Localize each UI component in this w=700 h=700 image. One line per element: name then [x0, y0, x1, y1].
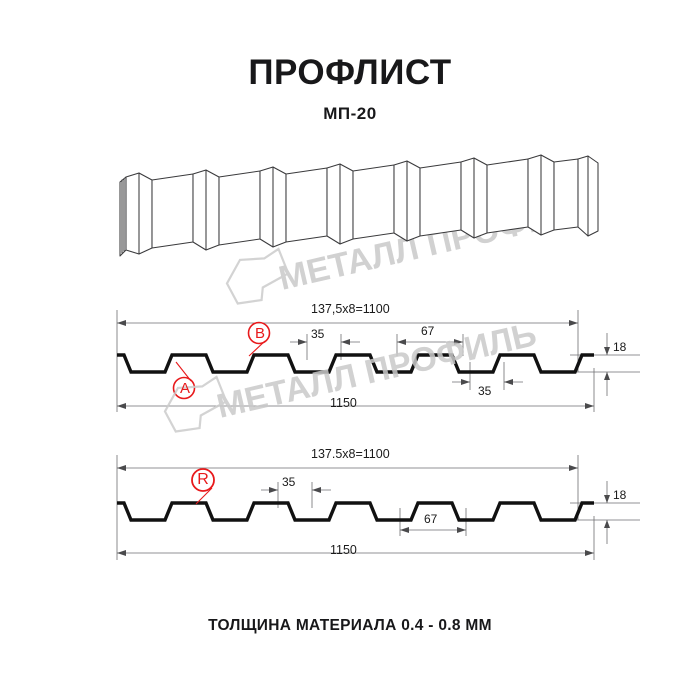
front-bottom-dimension-label: 1150: [330, 396, 357, 410]
model-subtitle: МП-20: [323, 103, 377, 123]
back-top-dimension-label: 137.5x8=1100: [311, 447, 390, 461]
callout-circle-r: [191, 468, 215, 492]
back-height-label: 18: [613, 488, 627, 502]
back-section-view: [116, 455, 640, 560]
front-valley-width-label: 67: [421, 324, 435, 338]
watermark-logo-bottom: МЕТАЛЛ ПРОФИЛЬ: [163, 315, 540, 433]
front-top-dimension-label: 137,5x8=1100: [311, 302, 390, 316]
title-block: ПРОФЛИСТ МП-20: [0, 53, 700, 124]
back-valley-width-label: 67: [424, 512, 438, 526]
callout-label-r: R: [197, 471, 209, 488]
back-crest-width-label: 35: [282, 475, 296, 489]
isometric-corrugated-sheet: [119, 154, 599, 257]
back-callout-group: [191, 468, 215, 505]
front-section-view: [116, 310, 640, 412]
page-title: ПРОФЛИСТ: [248, 53, 452, 92]
callout-circle-a: [172, 376, 196, 400]
front-crest-width-label-bottom: 35: [478, 384, 492, 398]
back-profile-polyline: [117, 501, 594, 522]
front-height-label: 18: [613, 340, 627, 354]
isometric-rib-group: [125, 154, 599, 255]
material-thickness-note: ТОЛЩИНА МАТЕРИАЛА 0.4 - 0.8 ММ: [208, 617, 492, 634]
callout-label-a: A: [179, 380, 190, 397]
front-callout-group: [172, 321, 271, 400]
footer-caption-block: ТОЛЩИНА МАТЕРИАЛА 0.4 - 0.8 ММ: [0, 617, 700, 635]
back-bottom-dimension-label: 1150: [330, 543, 357, 557]
callout-circle-b: [247, 321, 271, 345]
front-crest-width-label-top: 35: [311, 327, 325, 341]
callout-label-b: B: [254, 325, 265, 342]
front-profile-polyline: [117, 353, 594, 374]
